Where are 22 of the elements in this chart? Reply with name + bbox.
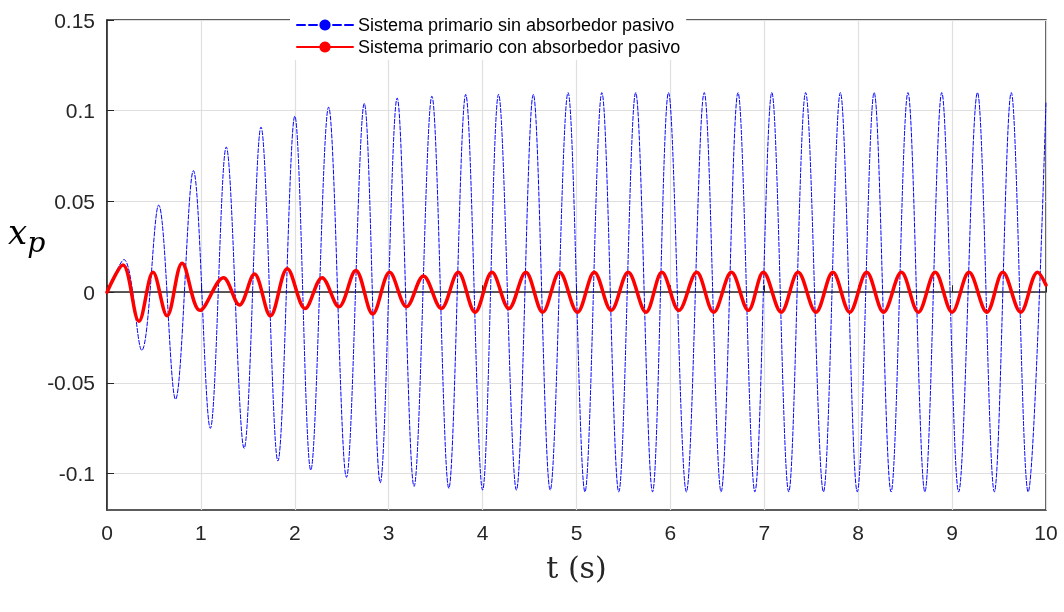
legend-label: Sistema primario con absorbedor pasivo	[358, 37, 681, 57]
x-tick-label: 3	[382, 521, 395, 544]
y-tick-label: 0.15	[54, 8, 95, 32]
x-tick-label: 1	[195, 521, 207, 544]
legend-label: Sistema primario sin absorbedor pasivo	[358, 15, 675, 35]
x-tick-label: 10	[1034, 521, 1058, 544]
y-tick-label: 0.1	[65, 99, 95, 123]
x-tick-label: 6	[664, 521, 677, 544]
x-tick-label: 8	[852, 521, 865, 544]
line-series	[105, 261, 1048, 324]
x-tick-label: 5	[570, 521, 583, 544]
x-axis-title: t (s)	[546, 549, 607, 585]
x-tick-label: 7	[758, 521, 771, 544]
y-tick-label: 0	[83, 280, 95, 304]
x-tick-label: 4	[476, 521, 489, 544]
x-tick-label: 2	[288, 521, 301, 544]
x-tick-label: 9	[946, 521, 958, 544]
y-tick-label: -0.1	[58, 462, 95, 486]
y-axis-title: x$_{p}$	[8, 212, 46, 259]
x-tick-label: 0	[101, 521, 113, 544]
y-tick-label: -0.05	[47, 371, 95, 395]
y-tick-label: 0.05	[54, 189, 95, 213]
